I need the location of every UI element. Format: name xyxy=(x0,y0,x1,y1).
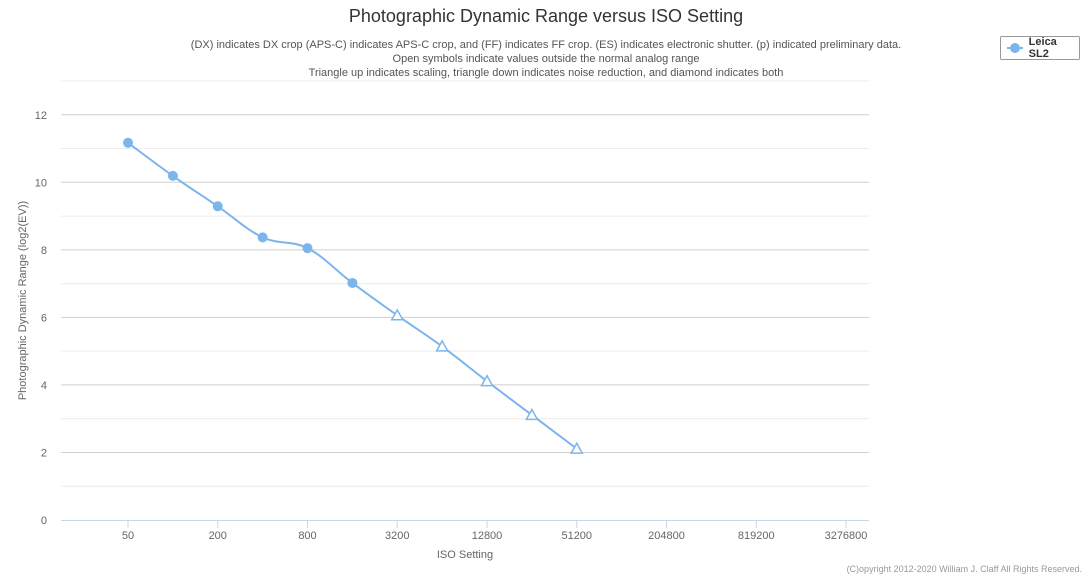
data-point[interactable] xyxy=(302,243,313,254)
credits-text: (C)opyright 2012-2020 William J. Claff A… xyxy=(846,564,1082,574)
x-tick-label: 12800 xyxy=(472,530,503,542)
data-point[interactable] xyxy=(569,441,584,454)
x-axis-ticks: 50 200 800 3200 12800 51200 204800 819200 327680… xyxy=(122,520,868,542)
x-tick-label: 50 xyxy=(122,530,134,542)
x-axis-title: ISO Setting xyxy=(437,549,493,561)
x-tick-label: 3200 xyxy=(385,530,409,542)
y-axis-title: Photographic Dynamic Range (log2(EV)) xyxy=(17,201,29,400)
data-point[interactable] xyxy=(123,137,133,148)
legend-item-leica-sl2[interactable]: Leica SL2 xyxy=(1000,36,1080,60)
legend-marker-icon xyxy=(1007,42,1023,54)
data-point[interactable] xyxy=(390,308,405,321)
subtitle-line-3: Triangle up indicates scaling, triangle … xyxy=(308,67,784,79)
y-tick-label: 4 xyxy=(41,380,47,392)
x-tick-label: 800 xyxy=(298,530,316,542)
data-point[interactable] xyxy=(525,407,539,421)
legend-label: Leica SL2 xyxy=(1028,36,1057,60)
gridlines xyxy=(61,80,869,487)
data-point[interactable] xyxy=(257,232,268,243)
series-leica-sl2 xyxy=(123,137,584,454)
x-tick-label: 204800 xyxy=(648,530,685,542)
x-tick-label: 3276800 xyxy=(825,530,868,542)
series-line xyxy=(127,141,578,450)
data-point[interactable] xyxy=(480,374,494,387)
x-tick-label: 51200 xyxy=(561,530,592,542)
y-tick-label: 8 xyxy=(41,245,47,257)
data-point[interactable] xyxy=(212,201,223,212)
x-tick-label: 200 xyxy=(209,530,227,542)
data-point[interactable] xyxy=(167,170,178,181)
subtitle-line-1: (DX) indicates DX crop (APS-C) indicates… xyxy=(190,39,902,51)
y-tick-label: 0 xyxy=(41,515,47,527)
data-point[interactable] xyxy=(347,277,358,288)
x-tick-label: 819200 xyxy=(738,530,775,542)
y-tick-label: 2 xyxy=(41,447,47,459)
chart-title: Photographic Dynamic Range versus ISO Se… xyxy=(348,6,744,26)
chart-subtitle: (DX) indicates DX crop (APS-C) indicates… xyxy=(0,38,1092,80)
y-tick-label: 10 xyxy=(35,177,47,189)
data-point[interactable] xyxy=(435,339,449,352)
y-tick-label: 6 xyxy=(41,312,47,324)
subtitle-line-2: Open symbols indicate values outside the… xyxy=(392,53,700,65)
y-axis-ticks: 0 2 4 6 8 10 12 xyxy=(35,110,47,527)
y-tick-label: 12 xyxy=(35,110,47,122)
